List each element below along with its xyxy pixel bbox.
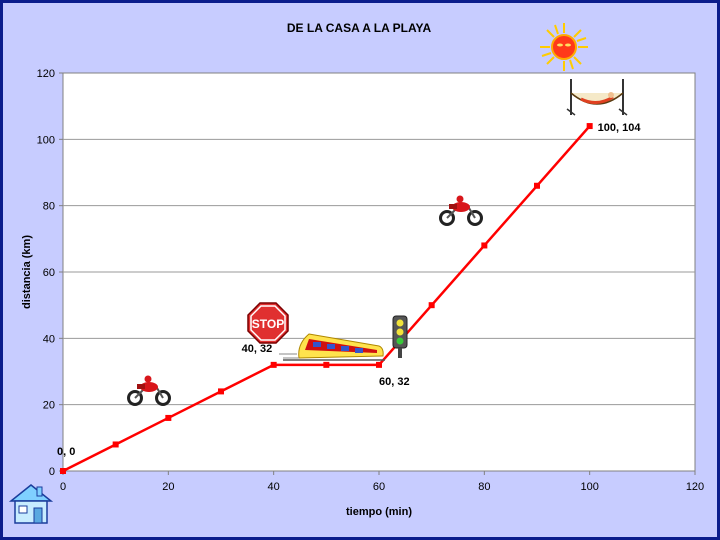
data-point: [428, 302, 435, 309]
x-tick-label: 60: [373, 481, 385, 493]
data-point: [112, 441, 119, 448]
data-label: 0, 0: [57, 446, 75, 458]
y-axis-title: distancia (km): [21, 235, 33, 309]
chart-title: DE LA CASA A LA PLAYA: [287, 21, 432, 35]
slide-background: 0 20 40 60 80 100 120 0 20 40 60 80 100 120 DE LA CA…: [3, 3, 717, 537]
x-axis: 0 20 40 60 80 100 120: [60, 471, 704, 493]
x-tick-label: 0: [60, 481, 66, 493]
series: [60, 123, 593, 474]
y-tick-label: 80: [43, 201, 55, 213]
house-icon: [8, 484, 54, 524]
data-label: 100, 104: [598, 122, 642, 134]
x-tick-label: 120: [686, 481, 704, 493]
x-axis-title: tiempo (min): [346, 506, 412, 518]
data-point: [165, 414, 172, 421]
traffic-light-icon: [392, 315, 408, 358]
data-point: [586, 123, 593, 130]
x-tick-label: 40: [268, 481, 280, 493]
chart: 0 20 40 60 80 100 120 0 20 40 60 80 100 120 DE LA CA…: [8, 21, 704, 524]
data-point: [481, 242, 488, 249]
train-icon: [279, 333, 385, 361]
gridlines: [63, 138, 695, 406]
y-tick-label: 40: [43, 333, 55, 345]
y-tick-label: 20: [43, 400, 55, 412]
data-point: [376, 361, 382, 368]
y-tick-label: 120: [37, 68, 55, 80]
data-label: 60, 32: [379, 376, 410, 388]
data-point: [270, 361, 277, 368]
y-tick-label: 0: [49, 466, 55, 478]
data-point: [323, 361, 330, 368]
y-tick-label: 100: [37, 134, 55, 146]
stop-sign-icon: STOP: [247, 302, 289, 344]
data-point: [218, 388, 224, 395]
data-labels: 0, 0 40, 32 60, 32 100, 104: [57, 122, 641, 458]
data-point: [534, 182, 540, 189]
x-tick-label: 20: [162, 481, 174, 493]
x-tick-label: 80: [478, 481, 490, 493]
stop-sign-text: STOP: [252, 317, 284, 331]
x-tick-label: 100: [580, 481, 598, 493]
hammock-icon: [566, 79, 628, 116]
motorcycle-icon: [439, 195, 483, 226]
sun-icon: [540, 23, 588, 71]
data-label: 40, 32: [242, 343, 273, 355]
motorcycle-icon: [127, 375, 171, 406]
y-tick-label: 60: [43, 267, 55, 279]
data-point: [60, 468, 66, 474]
y-axis: 0 20 40 60 80 100 120: [37, 68, 63, 478]
